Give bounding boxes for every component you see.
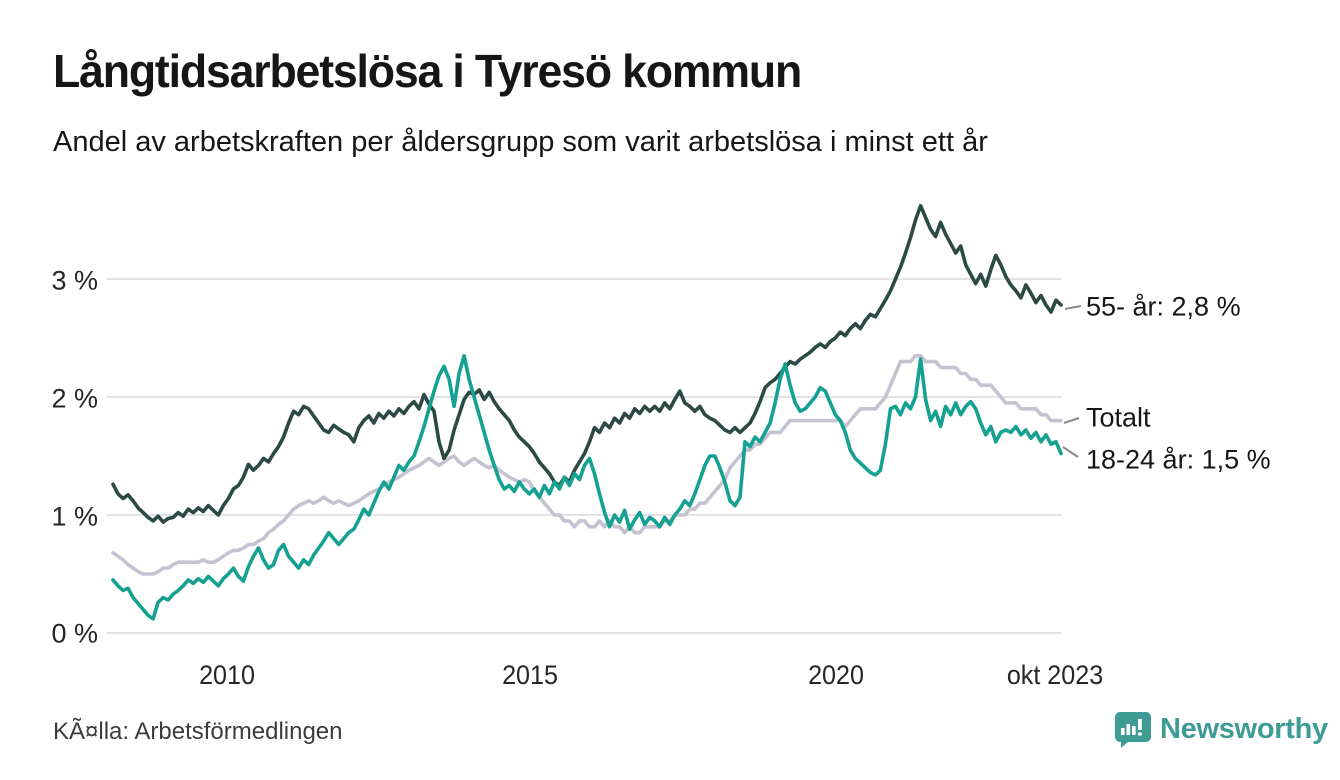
x-tick-2020: 2020 <box>808 660 864 690</box>
label-connector-18-24 <box>1062 446 1079 458</box>
source-note: KÃ¤lla: Arbetsförmedlingen <box>53 718 343 745</box>
page-subtitle: Andel av arbetskraften per åldersgrupp s… <box>53 126 988 158</box>
newsworthy-logo: Newsworthy <box>1112 710 1328 748</box>
series-label-18-24: 18-24 år: 1,5 % <box>1086 444 1271 475</box>
series-label-totalt: Totalt <box>1086 402 1151 433</box>
series-line-55-ar <box>111 204 1063 524</box>
newsworthy-logo-icon <box>1115 712 1151 748</box>
label-connector-totalt <box>1063 417 1080 424</box>
x-tick-2015: 2015 <box>502 660 558 690</box>
y-tick-2: 2 % <box>51 383 98 414</box>
label-connectors <box>1062 305 1082 458</box>
series-line-totalt <box>111 353 1063 576</box>
gridlines <box>107 278 1062 634</box>
series-label-55-ar: 55- år: 2,8 % <box>1086 291 1241 322</box>
y-tick-1: 1 % <box>51 501 98 532</box>
x-tick-okt-2023: okt 2023 <box>1006 660 1104 690</box>
newsworthy-logo-text: Newsworthy <box>1160 712 1328 745</box>
page-title: Långtidsarbetslösa i Tyresö kommun <box>53 45 802 97</box>
y-tick-0: 0 % <box>51 618 98 649</box>
y-tick-3: 3 % <box>51 265 98 296</box>
x-tick-2010: 2010 <box>199 660 255 690</box>
series-line-18-24-ar <box>111 353 1063 621</box>
label-connector-55-ar <box>1064 305 1082 310</box>
series-lines <box>111 204 1063 621</box>
